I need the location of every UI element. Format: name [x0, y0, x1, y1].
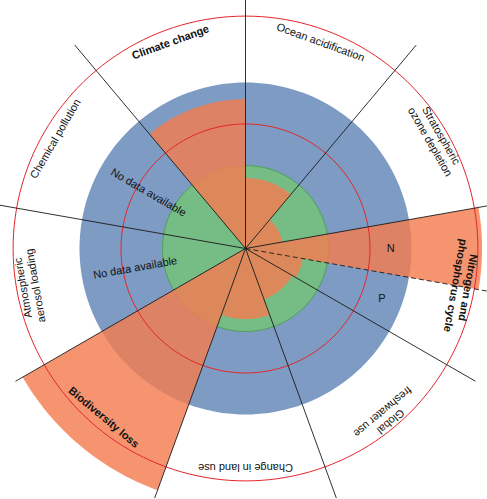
- svg-text:No data available: No data available: [109, 166, 189, 219]
- svg-text:Globalfreshwater use: Globalfreshwater use: [351, 384, 422, 449]
- svg-text:Climate change: Climate change: [130, 22, 211, 61]
- svg-text:P: P: [378, 292, 385, 304]
- svg-text:Change in land use: Change in land use: [198, 462, 293, 474]
- svg-text:No data available: No data available: [92, 254, 178, 281]
- svg-text:Nitrogen andphosphorus cycle: Nitrogen andphosphorus cycle: [442, 238, 483, 335]
- svg-text:Biodiversity loss: Biodiversity loss: [67, 384, 142, 450]
- svg-text:Stratosphericozone depletion: Stratosphericozone depletion: [406, 99, 466, 179]
- svg-text:Atmosphericaerosol loading: Atmosphericaerosol loading: [10, 248, 47, 326]
- svg-text:Chemical pollution: Chemical pollution: [27, 97, 82, 181]
- svg-text:Ocean acidification: Ocean acidification: [275, 20, 366, 63]
- svg-text:N: N: [387, 242, 395, 254]
